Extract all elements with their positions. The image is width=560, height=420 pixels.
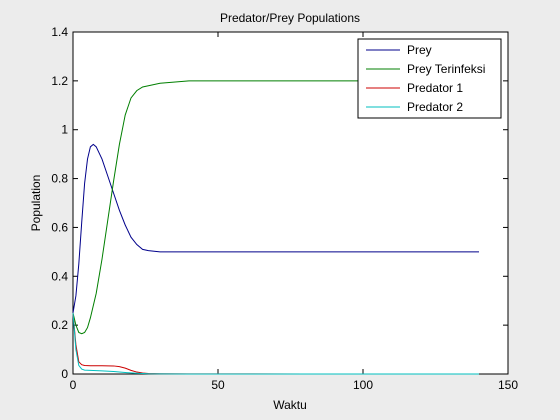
legend: Prey Prey Terinfeksi Predator 1 Predator 2 (357, 38, 502, 119)
series-group (72, 80, 479, 375)
y-tick-label: 1 (61, 123, 68, 137)
legend-label: Predator 2 (407, 100, 463, 114)
chart-title: Predator/Prey Populations (220, 11, 360, 25)
legend-label: Predator 1 (407, 81, 463, 95)
legend-box (357, 38, 502, 119)
y-axis: 0 0.2 0.4 0.6 0.8 1 1.2 1.4 (51, 25, 508, 381)
series-line-2 (72, 80, 479, 335)
x-tick-label: 0 (70, 378, 77, 392)
y-tick-label: 1.2 (51, 74, 68, 88)
x-axis: 0 50 100 150 (70, 32, 518, 392)
y-tick-label: 0.8 (51, 172, 68, 186)
y-tick-label: 0.4 (51, 269, 68, 283)
legend-label: Prey (407, 43, 432, 57)
y-axis-label: Population (29, 175, 43, 232)
series-line-1 (72, 143, 479, 314)
series-line-4 (72, 312, 479, 375)
x-axis-label: Waktu (273, 398, 307, 412)
y-tick-label: 0.6 (51, 220, 68, 234)
y-tick-label: 0.2 (51, 318, 68, 332)
x-tick-label: 150 (498, 378, 518, 392)
legend-label: Prey Terinfeksi (407, 62, 485, 76)
x-tick-label: 50 (211, 378, 225, 392)
legend-items: Prey Prey Terinfeksi Predator 1 Predator 2 (366, 43, 485, 114)
y-tick-label: 0 (61, 367, 68, 381)
y-tick-label: 1.4 (51, 25, 68, 39)
x-tick-label: 100 (353, 378, 373, 392)
